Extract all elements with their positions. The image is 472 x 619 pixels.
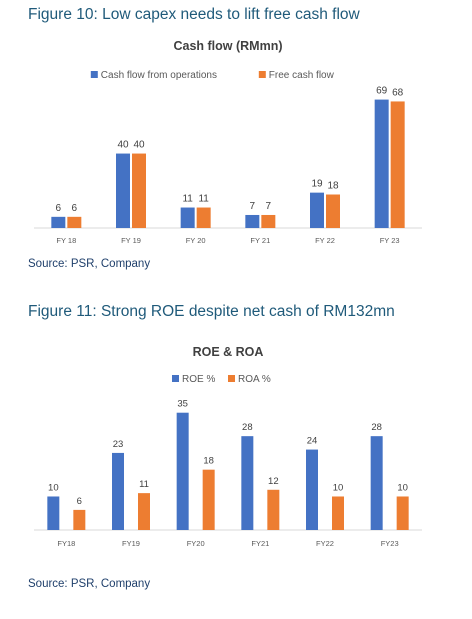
legend-swatch-1 <box>172 375 179 382</box>
bar-2-4 <box>267 489 280 530</box>
legend-swatch-2 <box>228 375 235 382</box>
roe-roa-chart: ROE & ROA ROE % ROA % 10 6 FY18 23 11 FY19 35 18 FY… <box>28 342 428 554</box>
data-label-2-4: 7 <box>266 201 272 212</box>
x-tick-label-2: FY19 <box>122 539 140 548</box>
data-label-2-6: 10 <box>397 482 408 493</box>
legend-label-1: Cash flow from operations <box>101 70 217 81</box>
x-tick-label-6: FY 23 <box>380 236 400 245</box>
bar-1-6 <box>374 99 389 228</box>
bar-2-2 <box>132 153 146 228</box>
bar-1-3 <box>180 207 195 228</box>
data-label-1-2: 23 <box>113 439 124 450</box>
data-label-1-1: 10 <box>48 482 59 493</box>
bar-1-1 <box>47 496 60 530</box>
data-label-1-2: 40 <box>117 140 129 151</box>
bar-2-5 <box>326 194 340 228</box>
data-label-2-3: 18 <box>203 456 214 467</box>
bar-2-3 <box>196 207 211 228</box>
data-label-2-3: 11 <box>198 194 209 205</box>
bar-2-1 <box>73 509 86 530</box>
x-tick-label-3: FY 20 <box>186 236 206 245</box>
bar-1-2 <box>112 452 124 530</box>
bar-1-3 <box>176 412 189 530</box>
cash-flow-chart-svg: Cash flow (RMmn) Cash flow from operation… <box>34 39 422 245</box>
data-label-1-5: 19 <box>311 179 323 190</box>
bar-2-5 <box>332 496 344 530</box>
roe-roa-chart-svg: ROE & ROA ROE % ROA % 10 6 FY18 23 11 FY19 35 18 FY… <box>34 345 422 548</box>
legend-label-2: Free cash flow <box>269 70 335 81</box>
bar-1-6 <box>370 436 383 530</box>
data-label-2-2: 11 <box>139 479 149 490</box>
bar-2-2 <box>138 493 150 530</box>
bar-2-6 <box>390 101 405 228</box>
legend-swatch-2 <box>258 71 266 78</box>
data-label-2-6: 68 <box>392 87 404 98</box>
legend-swatch-1 <box>90 71 98 78</box>
figure-11-caption: Figure 11: Strong ROE despite net cash o… <box>28 303 395 320</box>
data-label-1-4: 28 <box>242 422 253 433</box>
data-label-1-6: 28 <box>371 422 382 433</box>
data-label-1-5: 24 <box>307 436 318 447</box>
bar-1-4 <box>245 214 260 228</box>
x-tick-label-1: FY18 <box>57 539 75 548</box>
data-label-1-4: 7 <box>250 201 256 212</box>
data-label-2-1: 6 <box>77 496 82 507</box>
bar-2-4 <box>261 214 276 228</box>
x-tick-label-5: FY22 <box>316 539 334 548</box>
bar-1-4 <box>241 436 254 530</box>
data-label-2-5: 10 <box>333 482 344 493</box>
bar-2-6 <box>396 496 409 530</box>
chart-title: ROE & ROA <box>193 345 264 359</box>
data-label-2-1: 6 <box>72 203 78 214</box>
bar-1-5 <box>310 192 324 228</box>
x-tick-label-4: FY21 <box>251 539 269 548</box>
x-tick-label-2: FY 19 <box>121 236 141 245</box>
bar-1-5 <box>306 449 318 530</box>
legend-label-2: ROA % <box>238 374 271 385</box>
x-tick-label-6: FY23 <box>381 539 399 548</box>
x-tick-label-1: FY 18 <box>56 236 76 245</box>
data-label-2-5: 18 <box>327 181 339 192</box>
data-label-1-3: 35 <box>177 399 188 410</box>
bar-2-1 <box>67 216 82 228</box>
data-label-1-3: 11 <box>182 194 193 205</box>
x-tick-label-5: FY 22 <box>315 236 335 245</box>
data-label-2-2: 40 <box>133 140 145 151</box>
x-tick-label-4: FY 21 <box>250 236 270 245</box>
figure-10-source: Source: PSR, Company <box>28 258 151 270</box>
figure-10-caption: Figure 10: Low capex needs to lift free … <box>28 6 360 23</box>
legend-label-1: ROE % <box>182 374 215 385</box>
chart-title: Cash flow (RMmn) <box>173 39 282 53</box>
data-label-1-1: 6 <box>56 203 62 214</box>
data-label-1-6: 69 <box>376 86 388 97</box>
cash-flow-chart: Cash flow (RMmn) Cash flow from operation… <box>28 34 428 250</box>
figure-11-source: Source: PSR, Company <box>28 578 151 590</box>
data-label-2-4: 12 <box>268 476 279 487</box>
bar-2-3 <box>202 469 215 530</box>
x-tick-label-3: FY20 <box>187 539 205 548</box>
bar-1-1 <box>51 216 66 228</box>
bar-1-2 <box>116 153 130 228</box>
